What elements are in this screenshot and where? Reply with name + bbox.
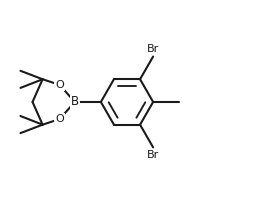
Text: B: B [71, 95, 79, 108]
Text: O: O [55, 80, 64, 90]
Text: Br: Br [147, 150, 159, 160]
Text: O: O [55, 114, 64, 124]
Text: Br: Br [147, 44, 159, 53]
